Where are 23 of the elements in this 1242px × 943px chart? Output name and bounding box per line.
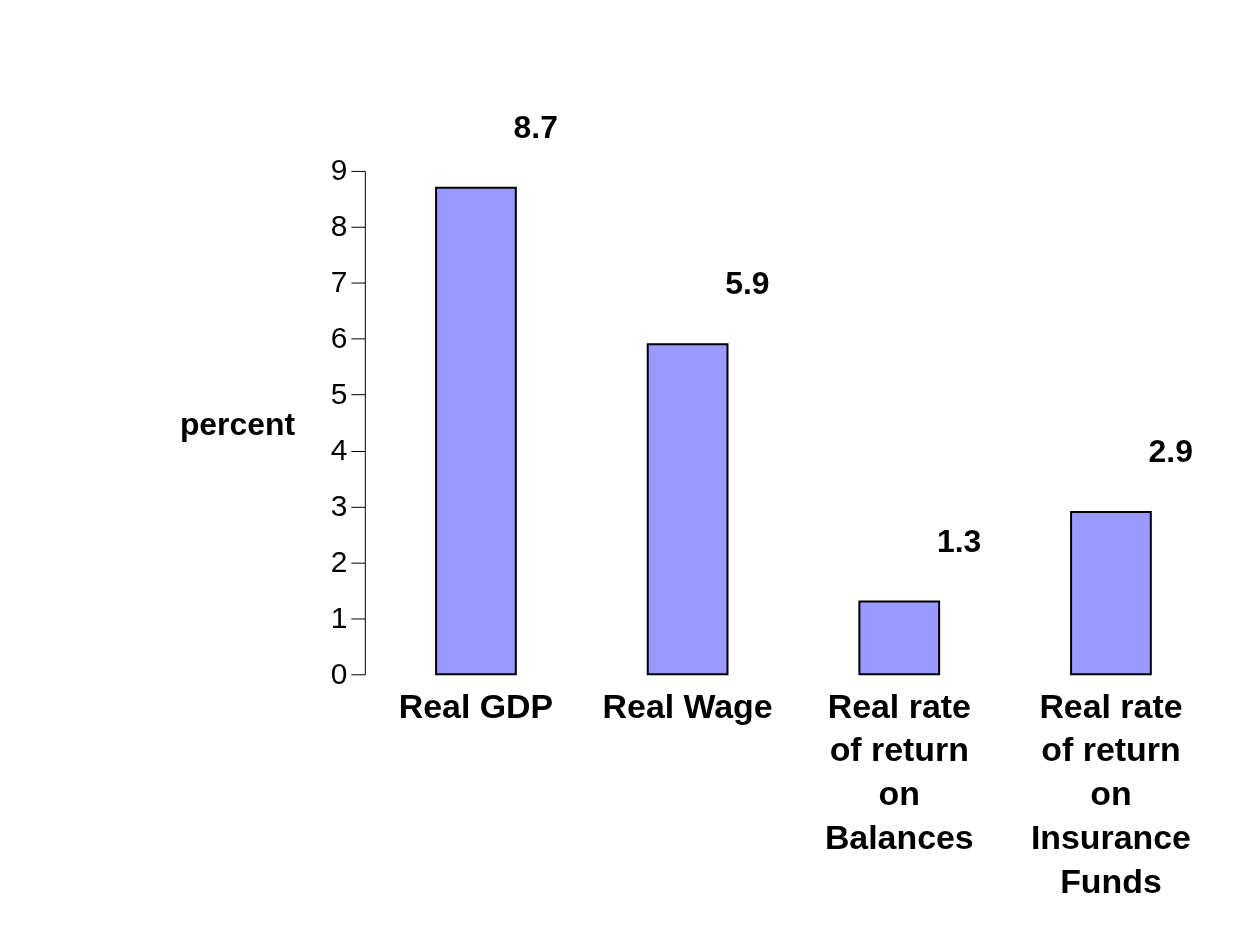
- y-tick-label: 6: [330, 321, 348, 355]
- bar: [646, 343, 729, 676]
- bar: [858, 600, 941, 676]
- data-label: 5.9: [725, 265, 770, 302]
- y-tick-label: 9: [330, 153, 348, 187]
- x-tick-label: Real rate of return on Balances: [824, 686, 974, 857]
- x-tick-label: Real rate of return on Insurance Funds: [1030, 686, 1191, 901]
- y-axis-title: percent: [179, 406, 296, 443]
- bar: [1070, 511, 1152, 676]
- x-tick-label: Real GDP: [398, 686, 554, 725]
- y-tick-label: 8: [330, 209, 348, 243]
- y-tick-label: 4: [330, 433, 348, 467]
- data-label: 2.9: [1148, 433, 1193, 470]
- bar: [435, 186, 517, 676]
- y-tick-label: 2: [330, 544, 348, 578]
- y-tick-label: 3: [330, 488, 348, 522]
- x-tick-label: Real Wage: [602, 686, 773, 725]
- data-label: 8.7: [513, 108, 558, 145]
- data-label: 1.3: [936, 522, 982, 559]
- y-tick-label: 7: [330, 265, 348, 299]
- y-tick-label: 5: [330, 377, 348, 411]
- y-tick-label: 1: [330, 600, 348, 634]
- y-tick-label: 0: [330, 656, 348, 690]
